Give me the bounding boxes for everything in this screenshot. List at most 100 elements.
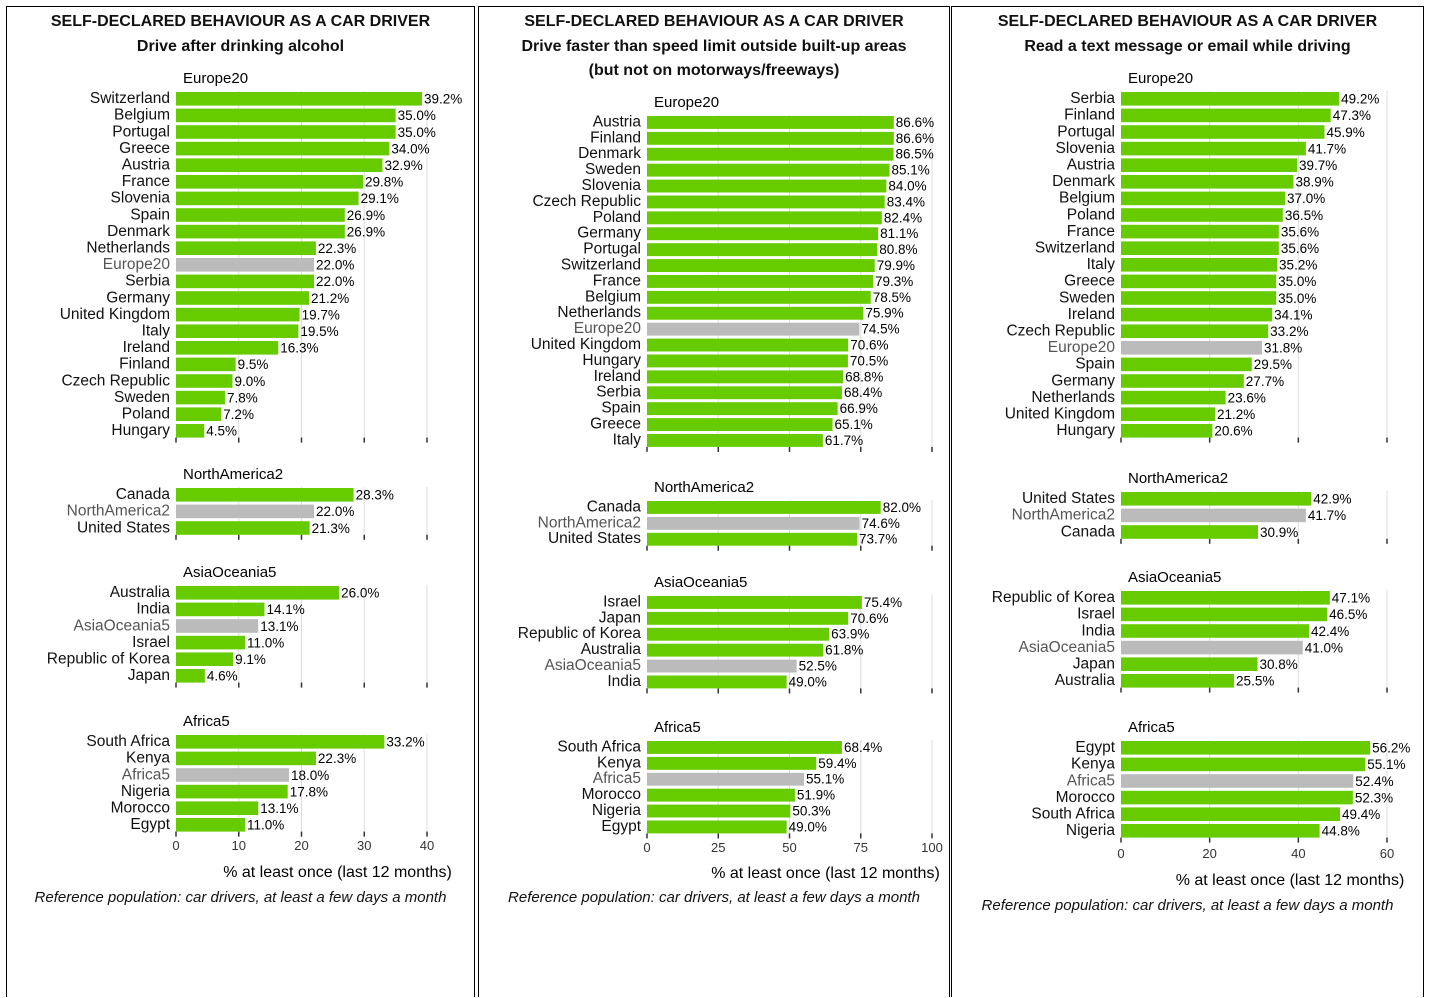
category-label: Egypt [601,818,641,835]
chart-title: SELF-DECLARED BEHAVIOUR AS A CAR DRIVER [524,13,904,30]
category-label: South Africa [1031,806,1115,823]
data-label: 61.8% [825,643,863,658]
bar [176,768,289,782]
bar [1121,640,1303,655]
category-label: Netherlands [86,240,170,257]
bar [647,772,805,786]
bar [176,341,279,355]
category-label: Serbia [596,384,641,401]
bar [647,147,894,161]
category-label: Spain [1075,356,1115,373]
data-label: 29.5% [1254,357,1292,372]
data-label: 66.9% [840,401,878,416]
chart-subtitle: Drive faster than speed limit outside bu… [521,38,907,55]
bar [176,521,310,535]
category-label: Hungary [582,352,641,369]
bar [176,602,265,617]
data-label: 9.5% [238,357,269,372]
bar [1121,807,1341,821]
category-label: Denmark [1052,173,1115,190]
data-label: 45.9% [1326,125,1364,140]
bar [647,195,885,209]
bar-chart: Europe20 Serbia 49.2% Finland 47.3% Portugal 4… [992,70,1411,889]
data-label: 49.2% [1341,92,1379,107]
category-label: Switzerland [561,257,641,274]
bar [1121,125,1325,139]
bar [1121,92,1340,106]
bar [1121,674,1235,688]
bar [647,659,797,673]
category-label: Portugal [1057,123,1115,140]
category-label: Spain [601,400,641,417]
bar [647,788,795,802]
data-label: 75.9% [865,306,903,321]
category-label: Greece [1064,273,1115,290]
bar [647,434,823,447]
data-label: 49.0% [789,674,827,689]
category-label: Germany [1051,372,1115,389]
x-axis-label: % at least once (last 12 months) [223,864,452,881]
data-label: 44.8% [1322,824,1360,839]
category-label: Germany [106,289,170,306]
bar [176,92,422,106]
category-label: AsiaOceania5 [73,617,170,634]
data-label: 9.1% [235,652,266,667]
category-label: Japan [128,667,170,684]
bar [647,532,858,546]
data-label: 35.0% [1278,291,1316,306]
x-axis-label: % at least once (last 12 months) [711,865,940,882]
chart-title: SELF-DECLARED BEHAVIOUR AS A CAR DRIVER [997,13,1378,30]
data-label: 82.0% [883,500,921,515]
bar [647,290,871,304]
category-label: United Kingdom [60,306,170,323]
bar [176,374,233,388]
category-label: Poland [122,406,170,423]
category-label: Australia [1055,672,1116,689]
data-label: 36.5% [1285,208,1323,223]
data-label: 14.1% [266,602,304,617]
bar [176,504,315,519]
bar [647,259,875,272]
bar [647,338,849,352]
category-label: Spain [130,206,170,223]
data-label: 22.0% [316,274,354,289]
category-label: Africa5 [122,766,170,783]
data-label: 74.6% [862,516,900,531]
x-tick-label: 25 [711,840,725,855]
category-label: Serbia [1070,90,1115,107]
category-label: South Africa [86,733,170,750]
bar [176,735,385,749]
bar [176,652,234,666]
data-label: 41.7% [1308,508,1346,523]
category-label: Denmark [107,223,170,240]
bar [1121,108,1331,123]
bar [1121,307,1273,322]
category-label: Czech Republic [532,193,641,210]
bar [176,424,205,438]
data-label: 33.2% [1270,324,1308,339]
x-tick-label: 20 [294,838,308,853]
data-label: 22.0% [316,504,354,519]
bar [647,163,890,177]
category-label: Israel [1077,606,1115,623]
category-label: Italy [142,323,171,340]
data-label: 52.3% [1355,790,1393,805]
category-label: NorthAmerica2 [67,503,170,520]
data-label: 50.3% [792,804,830,819]
bar [1121,291,1277,305]
bar-chart: Europe20 Austria 86.6% Finland 86.6% Denmark 8… [518,94,943,882]
category-label: France [122,173,170,190]
data-label: 16.3% [280,341,318,356]
bar [176,784,288,799]
data-label: 26.9% [347,224,385,239]
chart-panel-texting: SELF-DECLARED BEHAVIOUR AS A CAR DRIVER … [951,6,1424,997]
category-label: Finland [590,129,641,146]
data-label: 30.8% [1260,657,1298,672]
category-label: Belgium [114,107,170,124]
bar [647,211,882,225]
chart-subtitle: Drive after drinking alcohol [136,38,345,55]
bar [176,818,246,832]
group-title: Europe20 [183,70,248,87]
bar [1121,191,1286,206]
category-label: Slovenia [111,190,171,207]
